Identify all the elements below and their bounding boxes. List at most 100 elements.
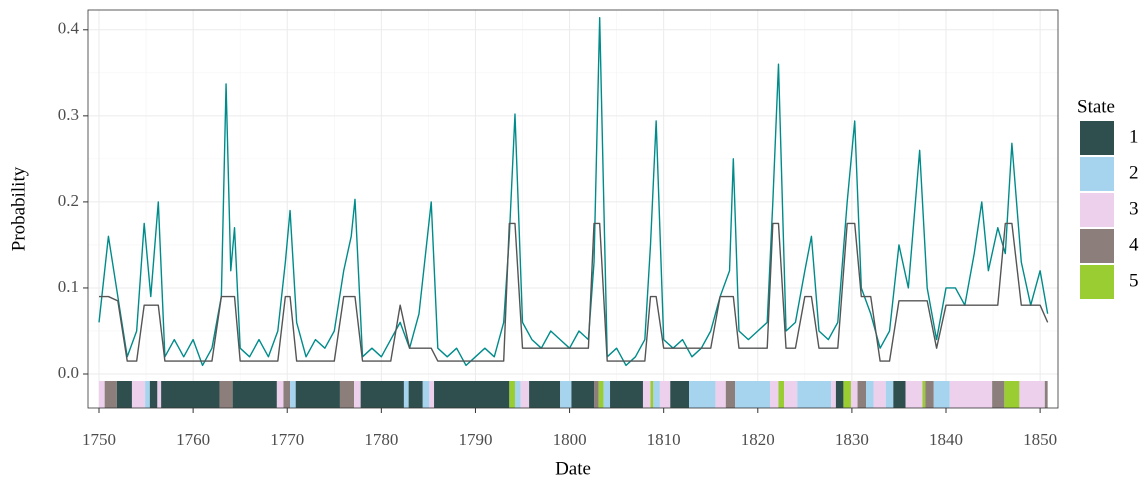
state-band [509, 381, 515, 408]
lines [98, 17, 1049, 367]
state-band [850, 381, 858, 408]
state-band [403, 381, 409, 408]
legend-key [1080, 265, 1114, 299]
state-band [145, 381, 150, 408]
state-band [642, 381, 651, 408]
state-band [922, 381, 926, 408]
x-tick-label: 1830 [835, 430, 869, 449]
state-band [925, 381, 934, 408]
state-band [104, 381, 117, 408]
state-band [116, 381, 132, 408]
state-band [571, 381, 595, 408]
x-tick-label: 1810 [647, 430, 681, 449]
state-band [857, 381, 867, 408]
state-band [354, 381, 361, 408]
grid [88, 10, 1058, 408]
state-band [873, 381, 886, 408]
legend-label: 3 [1129, 198, 1139, 219]
state-band [232, 381, 277, 408]
state-band [131, 381, 146, 408]
state-band [689, 381, 716, 408]
state-band [831, 381, 836, 408]
state-band [610, 381, 643, 408]
x-tick-label: 1800 [553, 430, 587, 449]
state-band [295, 381, 340, 408]
legend-label: 4 [1129, 234, 1139, 255]
series-line [99, 222, 1049, 362]
state-band [360, 381, 404, 408]
legend-key [1080, 229, 1114, 263]
state-band [276, 381, 284, 408]
state-band [157, 381, 162, 408]
y-tick-label: 0.4 [58, 19, 80, 38]
state-band [659, 381, 671, 408]
state-band [797, 381, 832, 408]
state-band [603, 381, 611, 408]
legend-title: State [1077, 96, 1115, 117]
state-band [992, 381, 1005, 408]
state-strip [99, 381, 1048, 408]
x-tick-label: 1850 [1023, 430, 1057, 449]
state-band [835, 381, 844, 408]
state-band [905, 381, 923, 408]
state-band [560, 381, 572, 408]
state-band [283, 381, 291, 408]
x-tick-label: 1820 [741, 430, 775, 449]
state-band [1019, 381, 1045, 408]
x-tick-label: 1750 [82, 430, 116, 449]
state-band [866, 381, 874, 408]
state-band [893, 381, 906, 408]
state-band [725, 381, 736, 408]
state-band [429, 381, 435, 408]
legend-key [1080, 193, 1114, 227]
state-band [149, 381, 158, 408]
x-tick-label: 1840 [929, 430, 963, 449]
state-band [529, 381, 561, 408]
state-band [843, 381, 851, 408]
state-band [290, 381, 296, 408]
legend-key [1080, 121, 1114, 155]
state-band [670, 381, 690, 408]
y-axis-title: Probability [8, 166, 29, 251]
legend-label: 1 [1129, 126, 1139, 147]
state-band [885, 381, 894, 408]
state-band [339, 381, 355, 408]
state-band [408, 381, 423, 408]
state-band [949, 381, 993, 408]
y-tick-label: 0.0 [58, 363, 79, 382]
legend-label: 5 [1129, 270, 1139, 291]
state-band [933, 381, 950, 408]
y-tick-label: 0.3 [58, 105, 79, 124]
x-axis-title: Date [555, 458, 591, 479]
state-band [161, 381, 220, 408]
x-tick-label: 1780 [364, 430, 398, 449]
state-band [1004, 381, 1020, 408]
state-band [653, 381, 660, 408]
legend-key [1080, 157, 1114, 191]
state-band [650, 381, 654, 408]
x-tick-label: 1760 [176, 430, 210, 449]
axes: 1750 1760 1770 1780 1790 1800 1810 1820 1830 1840… [58, 19, 1057, 449]
state-band [422, 381, 430, 408]
state-band [434, 381, 510, 408]
state-band [778, 381, 785, 408]
state-band [770, 381, 779, 408]
state-band [99, 381, 105, 408]
panel-border [87, 9, 1059, 409]
state-band [514, 381, 521, 408]
y-tick-label: 0.1 [58, 277, 79, 296]
state-band [715, 381, 726, 408]
state-band [594, 381, 599, 408]
x-tick-label: 1770 [270, 430, 304, 449]
state-band [735, 381, 771, 408]
state-band [598, 381, 604, 408]
state-band [784, 381, 798, 408]
series-line [98, 17, 1049, 367]
y-tick-label: 0.2 [58, 191, 79, 210]
state-band [219, 381, 233, 408]
legend-label: 2 [1129, 162, 1139, 183]
state-band [520, 381, 530, 408]
legend: State 1 2 3 4 5 [1077, 96, 1139, 299]
state-band [1044, 381, 1048, 408]
